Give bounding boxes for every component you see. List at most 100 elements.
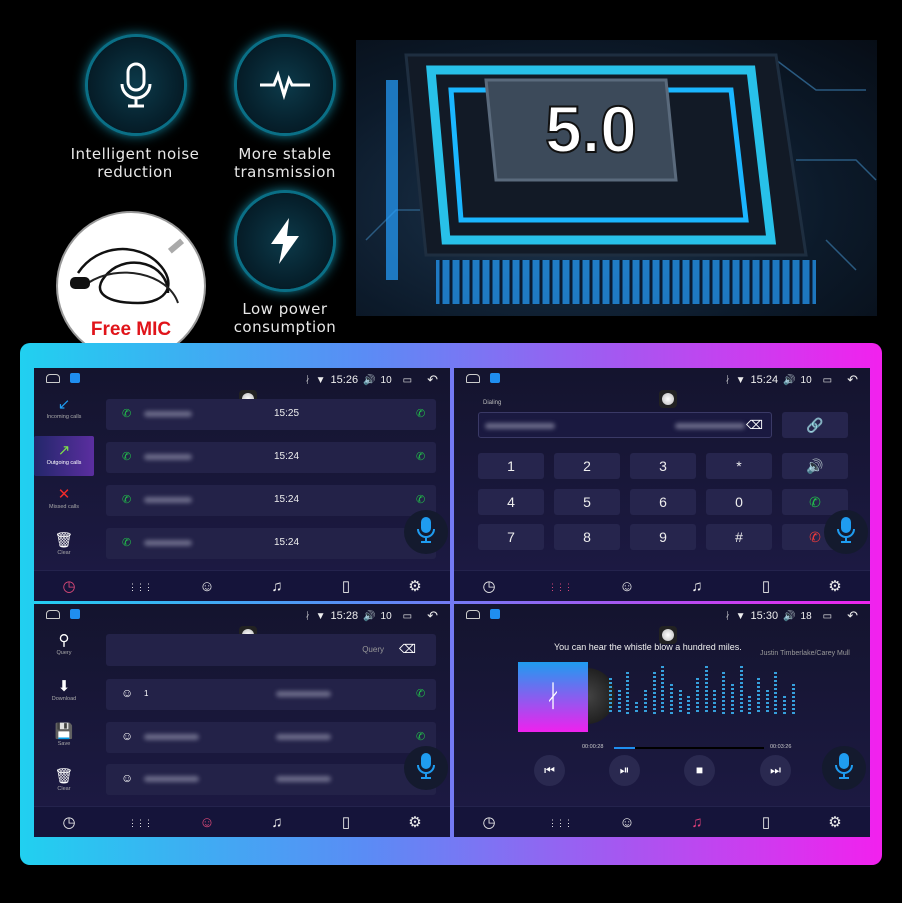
sidebar-item[interactable]: 🗑 Clear [34, 526, 94, 566]
status-bar: ᛅ ▼ 15:24 🔊 10 ▭ ↶ [454, 368, 870, 390]
settings-icon[interactable]: ⚙ [828, 814, 842, 831]
dialpad-icon[interactable]: ⋮⋮⋮ [548, 818, 573, 828]
phone-link-icon[interactable]: ▯ [761, 578, 771, 595]
equalizer-bar [756, 678, 760, 714]
dial-key[interactable]: * [706, 453, 772, 479]
recent-apps-icon[interactable]: ▭ [402, 374, 413, 386]
voice-assistant-button[interactable] [824, 510, 868, 554]
dial-key[interactable]: 7 [478, 524, 544, 550]
home-icon[interactable] [466, 374, 480, 383]
dial-key[interactable]: 8 [554, 524, 620, 550]
contact-row[interactable]: ☺ 1 ✆ [106, 679, 436, 710]
home-icon[interactable] [46, 374, 60, 383]
voice-assistant-button[interactable] [404, 746, 448, 790]
contacts-icon[interactable]: ☺ [619, 578, 635, 595]
sidebar-item[interactable]: ✕ Missed calls [34, 480, 94, 520]
call-button[interactable]: ✆ [416, 451, 426, 463]
progress-slider[interactable] [614, 747, 764, 749]
dial-key[interactable]: 3 [630, 453, 696, 479]
audio-transfer-button[interactable]: 🔊 [782, 453, 848, 479]
music-icon[interactable]: ♫ [271, 578, 283, 595]
call-row[interactable]: ✆ 15:25 ✆ [106, 399, 436, 430]
stop-button[interactable]: ■ [684, 755, 715, 786]
query-input[interactable]: Query ⌫ [106, 634, 436, 666]
trash-icon: 🗑 [54, 532, 74, 549]
phone-link-icon[interactable]: ▯ [761, 814, 771, 831]
call-button[interactable]: ✆ [416, 494, 426, 506]
dial-key[interactable]: 5 [554, 489, 620, 515]
call-row[interactable]: ✆15:24✆ [106, 485, 436, 516]
assistive-touch-button[interactable] [659, 626, 677, 644]
call-button[interactable]: ✆ [416, 731, 426, 743]
phone-link-icon[interactable]: ▯ [341, 814, 351, 831]
recent-apps-icon[interactable]: ▭ [402, 610, 413, 622]
contact-row[interactable]: ☺✆ [106, 764, 436, 795]
app-icon[interactable] [490, 609, 500, 619]
assistive-touch-button[interactable] [659, 390, 677, 408]
next-button[interactable]: ⏭ [760, 755, 791, 786]
history-icon[interactable]: ◷ [482, 578, 496, 595]
app-icon[interactable] [70, 373, 80, 383]
dialpad-icon[interactable]: ⋮⋮⋮ [128, 818, 153, 828]
contact-name-blurred [144, 734, 199, 740]
microphone-icon [415, 752, 437, 785]
history-icon[interactable]: ◷ [482, 814, 496, 831]
call-button[interactable]: ✆ [416, 408, 426, 420]
settings-icon[interactable]: ⚙ [828, 578, 842, 595]
music-icon[interactable]: ♫ [271, 814, 283, 831]
sidebar-item[interactable]: 💾 Save [34, 717, 94, 757]
home-icon[interactable] [466, 610, 480, 619]
back-icon[interactable]: ↶ [847, 608, 858, 623]
settings-icon[interactable]: ⚙ [408, 814, 422, 831]
contacts-icon[interactable]: ☺ [619, 814, 635, 831]
sidebar-item[interactable]: ↙ Incoming calls [34, 390, 94, 430]
dial-key[interactable]: 0 [706, 489, 772, 515]
sidebar-item[interactable]: ⚲ Query [34, 626, 94, 666]
dial-key[interactable]: 4 [478, 489, 544, 515]
previous-button[interactable]: ⏮ [534, 755, 565, 786]
feature-label: Intelligent noise reduction [70, 145, 200, 181]
dial-number-input[interactable]: ⌫ [478, 412, 772, 438]
back-icon[interactable]: ↶ [427, 372, 438, 387]
app-icon[interactable] [70, 609, 80, 619]
dial-key[interactable]: 1 [478, 453, 544, 479]
dial-key[interactable]: 9 [630, 524, 696, 550]
home-icon[interactable] [46, 610, 60, 619]
history-icon[interactable]: ◷ [62, 578, 76, 595]
recent-apps-icon[interactable]: ▭ [822, 374, 833, 386]
volume-icon: 🔊 [363, 374, 376, 386]
call-button[interactable]: ✆ [416, 688, 426, 700]
phone-link-icon[interactable]: ▯ [341, 578, 351, 595]
back-icon[interactable]: ↶ [847, 372, 858, 387]
phone-number-blurred [144, 540, 192, 546]
music-icon[interactable]: ♫ [691, 814, 703, 831]
back-icon[interactable]: ↶ [427, 608, 438, 623]
contacts-icon[interactable]: ☺ [199, 578, 215, 595]
sidebar-item[interactable]: ⬇ Download [34, 672, 94, 712]
voice-assistant-button[interactable] [822, 746, 866, 790]
voice-assistant-button[interactable] [404, 510, 448, 554]
recent-apps-icon[interactable]: ▭ [822, 610, 833, 622]
music-icon[interactable]: ♫ [691, 578, 703, 595]
equalizer-bar [713, 690, 717, 714]
call-row[interactable]: ✆15:24✆ [106, 528, 436, 559]
dialpad-icon[interactable]: ⋮⋮⋮ [548, 582, 573, 592]
backspace-icon[interactable]: ⌫ [399, 642, 416, 656]
call-row[interactable]: ✆15:24✆ [106, 442, 436, 473]
feature-label: Low power consumption [233, 300, 337, 336]
contacts-icon[interactable]: ☺ [199, 814, 215, 831]
app-icon[interactable] [490, 373, 500, 383]
sidebar-item[interactable]: 🗑 Clear [34, 762, 94, 802]
dial-key[interactable]: 6 [630, 489, 696, 515]
sidebar-item[interactable]: ↗ Outgoing calls [34, 436, 94, 476]
history-icon[interactable]: ◷ [62, 814, 76, 831]
dialpad-icon[interactable]: ⋮⋮⋮ [128, 582, 153, 592]
dial-key[interactable]: 2 [554, 453, 620, 479]
dial-key[interactable]: # [706, 524, 772, 550]
duration: 00:03:26 [770, 744, 792, 750]
contact-row[interactable]: ☺✆ [106, 722, 436, 753]
settings-icon[interactable]: ⚙ [408, 578, 422, 595]
backspace-icon[interactable]: ⌫ [746, 418, 763, 432]
play-pause-button[interactable]: ⏯ [609, 755, 640, 786]
link-button[interactable]: 🔗 [782, 412, 848, 438]
